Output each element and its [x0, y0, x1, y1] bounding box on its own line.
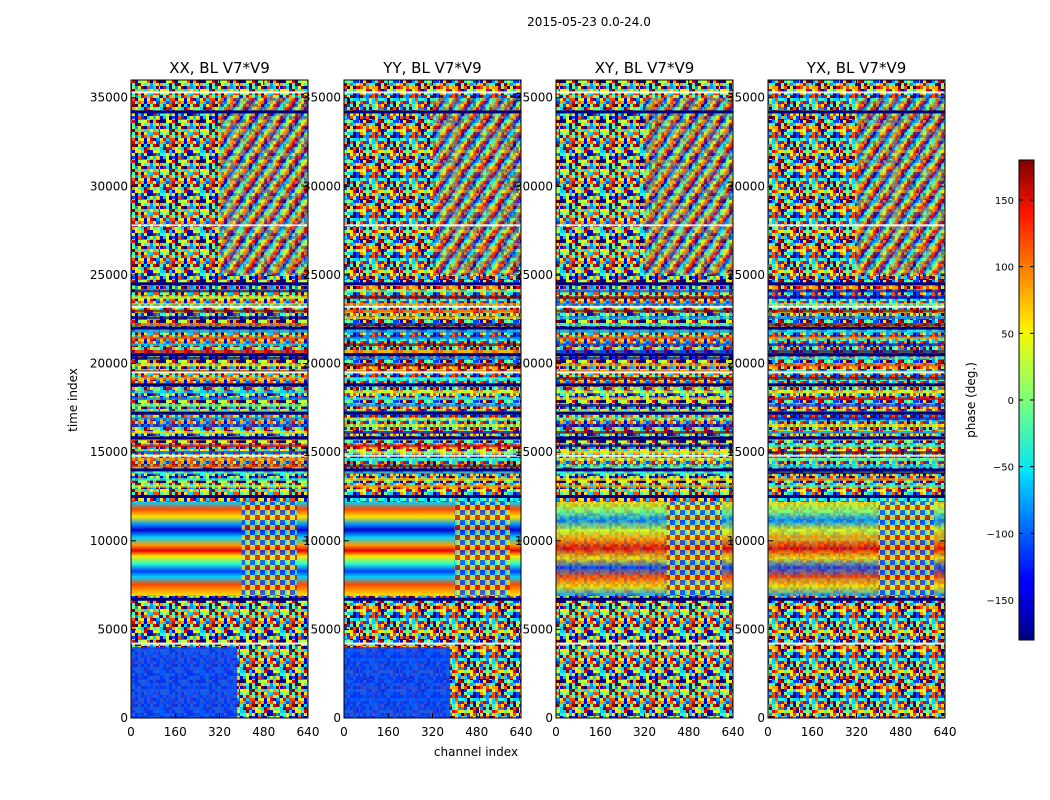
panel-1: XX, BL V7*V9 0 160 320 480 640 0 5000 10000 15000…	[90, 59, 320, 739]
x-tick-label: 320	[633, 725, 656, 739]
y-tick-label: 0	[120, 711, 128, 725]
x-tick-label: 640	[722, 725, 745, 739]
panel-title: YY, BL V7*V9	[382, 59, 481, 77]
panel-4: YX, BL V7*V9 0 160 320 480 640 0 5000 10000 15000…	[727, 59, 957, 739]
y-tick-label: 35000	[90, 91, 128, 105]
colorbar-tick-label: 150	[995, 196, 1014, 207]
colorbar-tick-label: −100	[987, 529, 1014, 540]
y-tick-label: 25000	[515, 268, 553, 282]
y-tick-label: 20000	[90, 357, 128, 371]
colorbar-tick-label: 50	[1001, 329, 1014, 340]
figure-title: 2015-05-23 0.0-24.0	[527, 15, 651, 29]
y-tick-label: 30000	[303, 179, 341, 193]
x-tick-label: 160	[589, 725, 612, 739]
colorbar-label: phase (deg.)	[964, 362, 978, 438]
y-tick-label: 15000	[90, 445, 128, 459]
colorbar-tick-label: −50	[993, 463, 1014, 474]
x-tick-label: 320	[845, 725, 868, 739]
y-tick-label: 5000	[734, 622, 765, 636]
y-tick-label: 20000	[515, 357, 553, 371]
x-tick-label: 320	[208, 725, 231, 739]
x-tick-label: 640	[934, 725, 957, 739]
y-tick-label: 10000	[90, 534, 128, 548]
phase-image	[768, 80, 945, 718]
x-tick-label: 640	[297, 725, 320, 739]
x-tick-label: 480	[465, 725, 488, 739]
y-tick-label: 0	[545, 711, 553, 725]
y-tick-label: 5000	[522, 622, 553, 636]
panel-title: XX, BL V7*V9	[169, 59, 270, 77]
x-tick-label: 0	[127, 725, 135, 739]
y-tick-label: 35000	[303, 91, 341, 105]
phase-image	[344, 80, 521, 718]
y-tick-label: 10000	[727, 534, 765, 548]
panel-title: XY, BL V7*V9	[595, 59, 695, 77]
y-tick-label: 30000	[727, 179, 765, 193]
x-tick-label: 480	[889, 725, 912, 739]
x-tick-label: 320	[421, 725, 444, 739]
y-tick-label: 35000	[727, 91, 765, 105]
colorbar-gradient	[1019, 160, 1034, 640]
y-tick-label: 0	[333, 711, 341, 725]
y-tick-label: 20000	[727, 357, 765, 371]
x-tick-label: 160	[801, 725, 824, 739]
y-tick-label: 25000	[90, 268, 128, 282]
y-tick-label: 15000	[303, 445, 341, 459]
x-tick-label: 160	[164, 725, 187, 739]
panel-3: XY, BL V7*V9 0 160 320 480 640 0 5000 10000 15000…	[515, 59, 745, 739]
y-tick-label: 30000	[515, 179, 553, 193]
x-tick-label: 480	[252, 725, 275, 739]
y-tick-label: 10000	[515, 534, 553, 548]
y-tick-label: 30000	[90, 179, 128, 193]
panel-title: YX, BL V7*V9	[806, 59, 907, 77]
colorbar-tick-label: 0	[1008, 396, 1014, 407]
phase-image	[131, 80, 308, 718]
y-axis-label: time index	[66, 368, 80, 432]
y-tick-label: 10000	[303, 534, 341, 548]
y-tick-label: 25000	[303, 268, 341, 282]
colorbar-tick-label: −150	[987, 596, 1014, 607]
x-tick-label: 480	[677, 725, 700, 739]
y-tick-label: 25000	[727, 268, 765, 282]
y-tick-label: 15000	[515, 445, 553, 459]
y-tick-label: 20000	[303, 357, 341, 371]
y-tick-label: 5000	[97, 622, 128, 636]
y-tick-label: 0	[757, 711, 765, 725]
x-tick-label: 0	[340, 725, 348, 739]
x-tick-label: 0	[552, 725, 560, 739]
x-tick-label: 0	[764, 725, 772, 739]
colorbar-tick-label: 100	[995, 263, 1014, 274]
colorbar: 150 100 50 0 −50 −100 −150	[987, 159, 1035, 641]
panels-group: XX, BL V7*V9 0 160 320 480 640 0 5000 10000 15000…	[90, 59, 957, 739]
x-tick-label: 160	[377, 725, 400, 739]
x-axis-label: channel index	[434, 745, 518, 759]
y-tick-label: 35000	[515, 91, 553, 105]
panel-2: YY, BL V7*V9 0 160 320 480 640 0 5000 10000 15000…	[303, 59, 533, 739]
y-tick-label: 5000	[310, 622, 341, 636]
x-tick-label: 640	[510, 725, 533, 739]
y-tick-label: 15000	[727, 445, 765, 459]
phase-image	[556, 80, 733, 718]
